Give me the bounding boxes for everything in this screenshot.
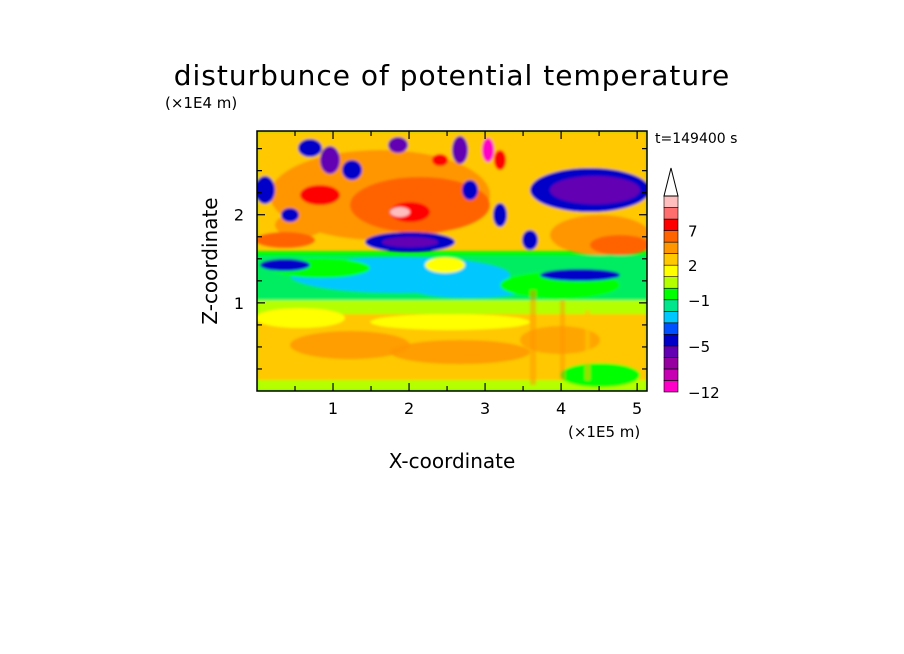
colorbar-swatch [663,334,679,347]
colorbar-swatch [663,264,679,278]
upper-pink-1 [390,207,410,217]
cold-band-core [382,237,438,247]
y-axis: 12 [234,148,647,370]
lower-warm-blob-1 [290,331,410,359]
colorbar-swatch [663,310,679,324]
y-unit-label: (×1E4 m) [165,94,237,112]
y-axis-label: Z-coordinate [198,197,222,324]
cold-band-left [260,259,310,271]
x-axis-label: X-coordinate [389,449,516,473]
wave-cell-12 [432,154,448,166]
contour-field [257,131,647,391]
colorbar-swatch [663,368,679,381]
wave-cell-5 [452,136,468,164]
wave-cell-8 [522,230,538,250]
wave-cell-1 [298,139,322,157]
colorbar-swatch [663,322,679,335]
upper-orange-4 [257,232,315,248]
colorbar-swatch [663,207,679,220]
colorbar-tick-labels: 7 2 −1 −5 −12 [688,223,720,402]
lower-yellow-2 [370,314,530,330]
colorbar-swatch [663,218,679,231]
wave-cell-10 [494,150,506,170]
upper-red-2 [300,185,340,205]
y-tick-label: 2 [234,206,244,225]
colorbar-tick-label: 2 [688,257,698,275]
chart-title: disturbunce of potential temperature [174,59,731,92]
colorbar-swatch [663,287,679,301]
ground-transition [257,380,647,391]
lower-right-green [560,363,640,387]
x-axis: 1 2 3 4 5 [294,131,642,418]
lower-yellow-1 [257,308,345,328]
colorbar-tick-label: −12 [688,384,720,402]
colorbar [663,167,679,393]
colorbar-swatch [663,230,679,243]
colorbar-tick-label: −1 [688,292,710,310]
wave-cell-4 [388,137,408,153]
wave-cell-6 [462,180,478,200]
x-tick-label: 5 [632,399,642,418]
lower-transition [257,300,647,314]
time-label: t=149400 s [655,131,737,147]
x-tick-label: 4 [556,399,566,418]
plot-frame [256,130,648,392]
colorbar-extend-arrow [663,167,679,197]
cyan-band-2 [410,278,530,298]
colorbar-swatch [663,345,679,358]
right-orange-2 [590,235,647,255]
cold-left-edge [257,176,275,204]
wave-cell-11 [482,138,494,162]
lower-warm-blob-2 [390,340,530,364]
middle-yellow-spot [425,257,465,273]
colorbar-swatch [663,357,679,370]
y-tick-label: 1 [234,294,244,313]
x-tick-label: 3 [480,399,490,418]
cold-band-right [540,269,620,281]
x-tick-label: 2 [404,399,414,418]
turb-strip-2 [560,300,565,380]
cold-upper-right-core [550,176,640,204]
wave-cell-9 [281,208,299,222]
colorbar-swatch [663,195,679,208]
x-unit-label: (×1E5 m) [568,423,640,441]
wave-cell-2 [320,146,340,174]
wave-cell-3 [342,160,362,180]
colorbar-tick-label: 7 [688,223,698,241]
turb-strip-3 [585,310,590,380]
wave-cell-7 [493,203,507,227]
colorbar-swatch [663,299,679,312]
turb-strip-1 [530,290,536,385]
colorbar-swatch [663,241,679,254]
colorbar-swatch [663,276,679,289]
x-tick-label: 1 [328,399,338,418]
colorbar-swatch [663,253,679,266]
colorbar-swatch [663,380,679,393]
colorbar-tick-label: −5 [688,338,710,356]
